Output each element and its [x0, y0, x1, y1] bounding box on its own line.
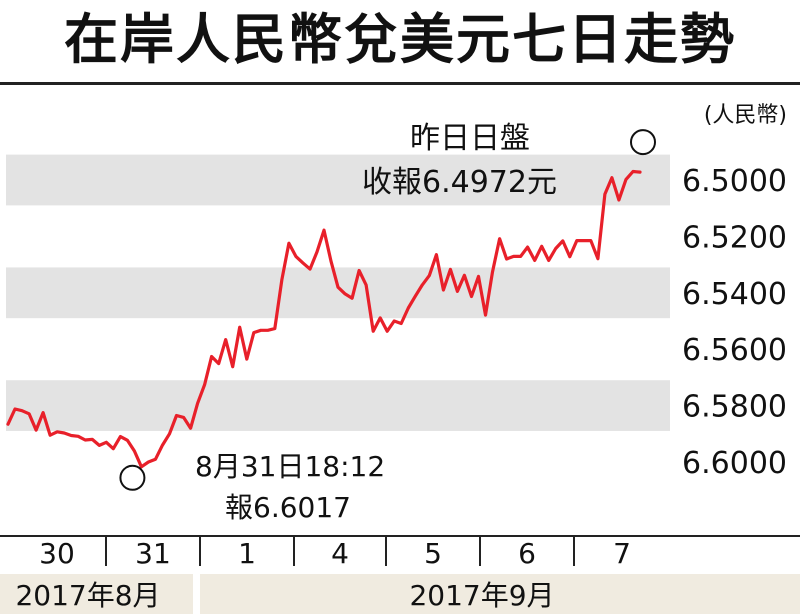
month-label-sep: 2017年9月	[409, 579, 554, 612]
annotation-markers	[119, 129, 656, 491]
title-rule	[0, 82, 800, 85]
day-label: 6	[518, 537, 536, 570]
chart-title: 在岸人民幣兌美元七日走勢	[64, 7, 736, 71]
y-tick-label: 6.5000	[682, 164, 787, 199]
y-tick-label: 6.6000	[682, 446, 787, 481]
day-label: 31	[135, 537, 171, 570]
low-point-label-line2: 報6.6017	[225, 491, 351, 524]
month-band-sep	[200, 574, 800, 614]
grid-band	[6, 154, 670, 206]
day-label: 30	[39, 537, 75, 570]
x-axis: 30 31 1 4 5 6 7 2017年8月 2017年9月	[0, 535, 800, 614]
y-tick-label: 6.5600	[682, 333, 787, 368]
y-tick-label: 6.5800	[682, 390, 787, 425]
month-label-aug: 2017年8月	[15, 579, 160, 612]
grid-band	[6, 380, 670, 431]
grid-band	[6, 267, 670, 319]
day-label: 4	[331, 537, 349, 570]
low-point-marker	[119, 464, 146, 491]
y-tick-label: 6.5200	[682, 220, 787, 255]
last-point-label-line1: 昨日日盤	[410, 121, 530, 156]
day-label: 7	[613, 537, 631, 570]
y-tick-label: 6.5400	[682, 277, 787, 312]
day-label: 5	[424, 537, 442, 570]
last-point-label-line2: 收報6.4972元	[362, 165, 557, 200]
grid-bands	[6, 154, 670, 431]
data-series	[6, 169, 642, 469]
day-label: 1	[238, 537, 256, 570]
y-axis-labels: 6.5000 6.5200 6.5400 6.5600 6.5800 6.6000 (人民幣…	[682, 103, 787, 481]
last-point-marker	[630, 129, 656, 156]
low-point-label-line1: 8月31日18:12	[195, 450, 385, 483]
series-line	[6, 169, 642, 469]
month-band-aug	[0, 574, 193, 614]
unit-label: (人民幣)	[704, 103, 787, 128]
